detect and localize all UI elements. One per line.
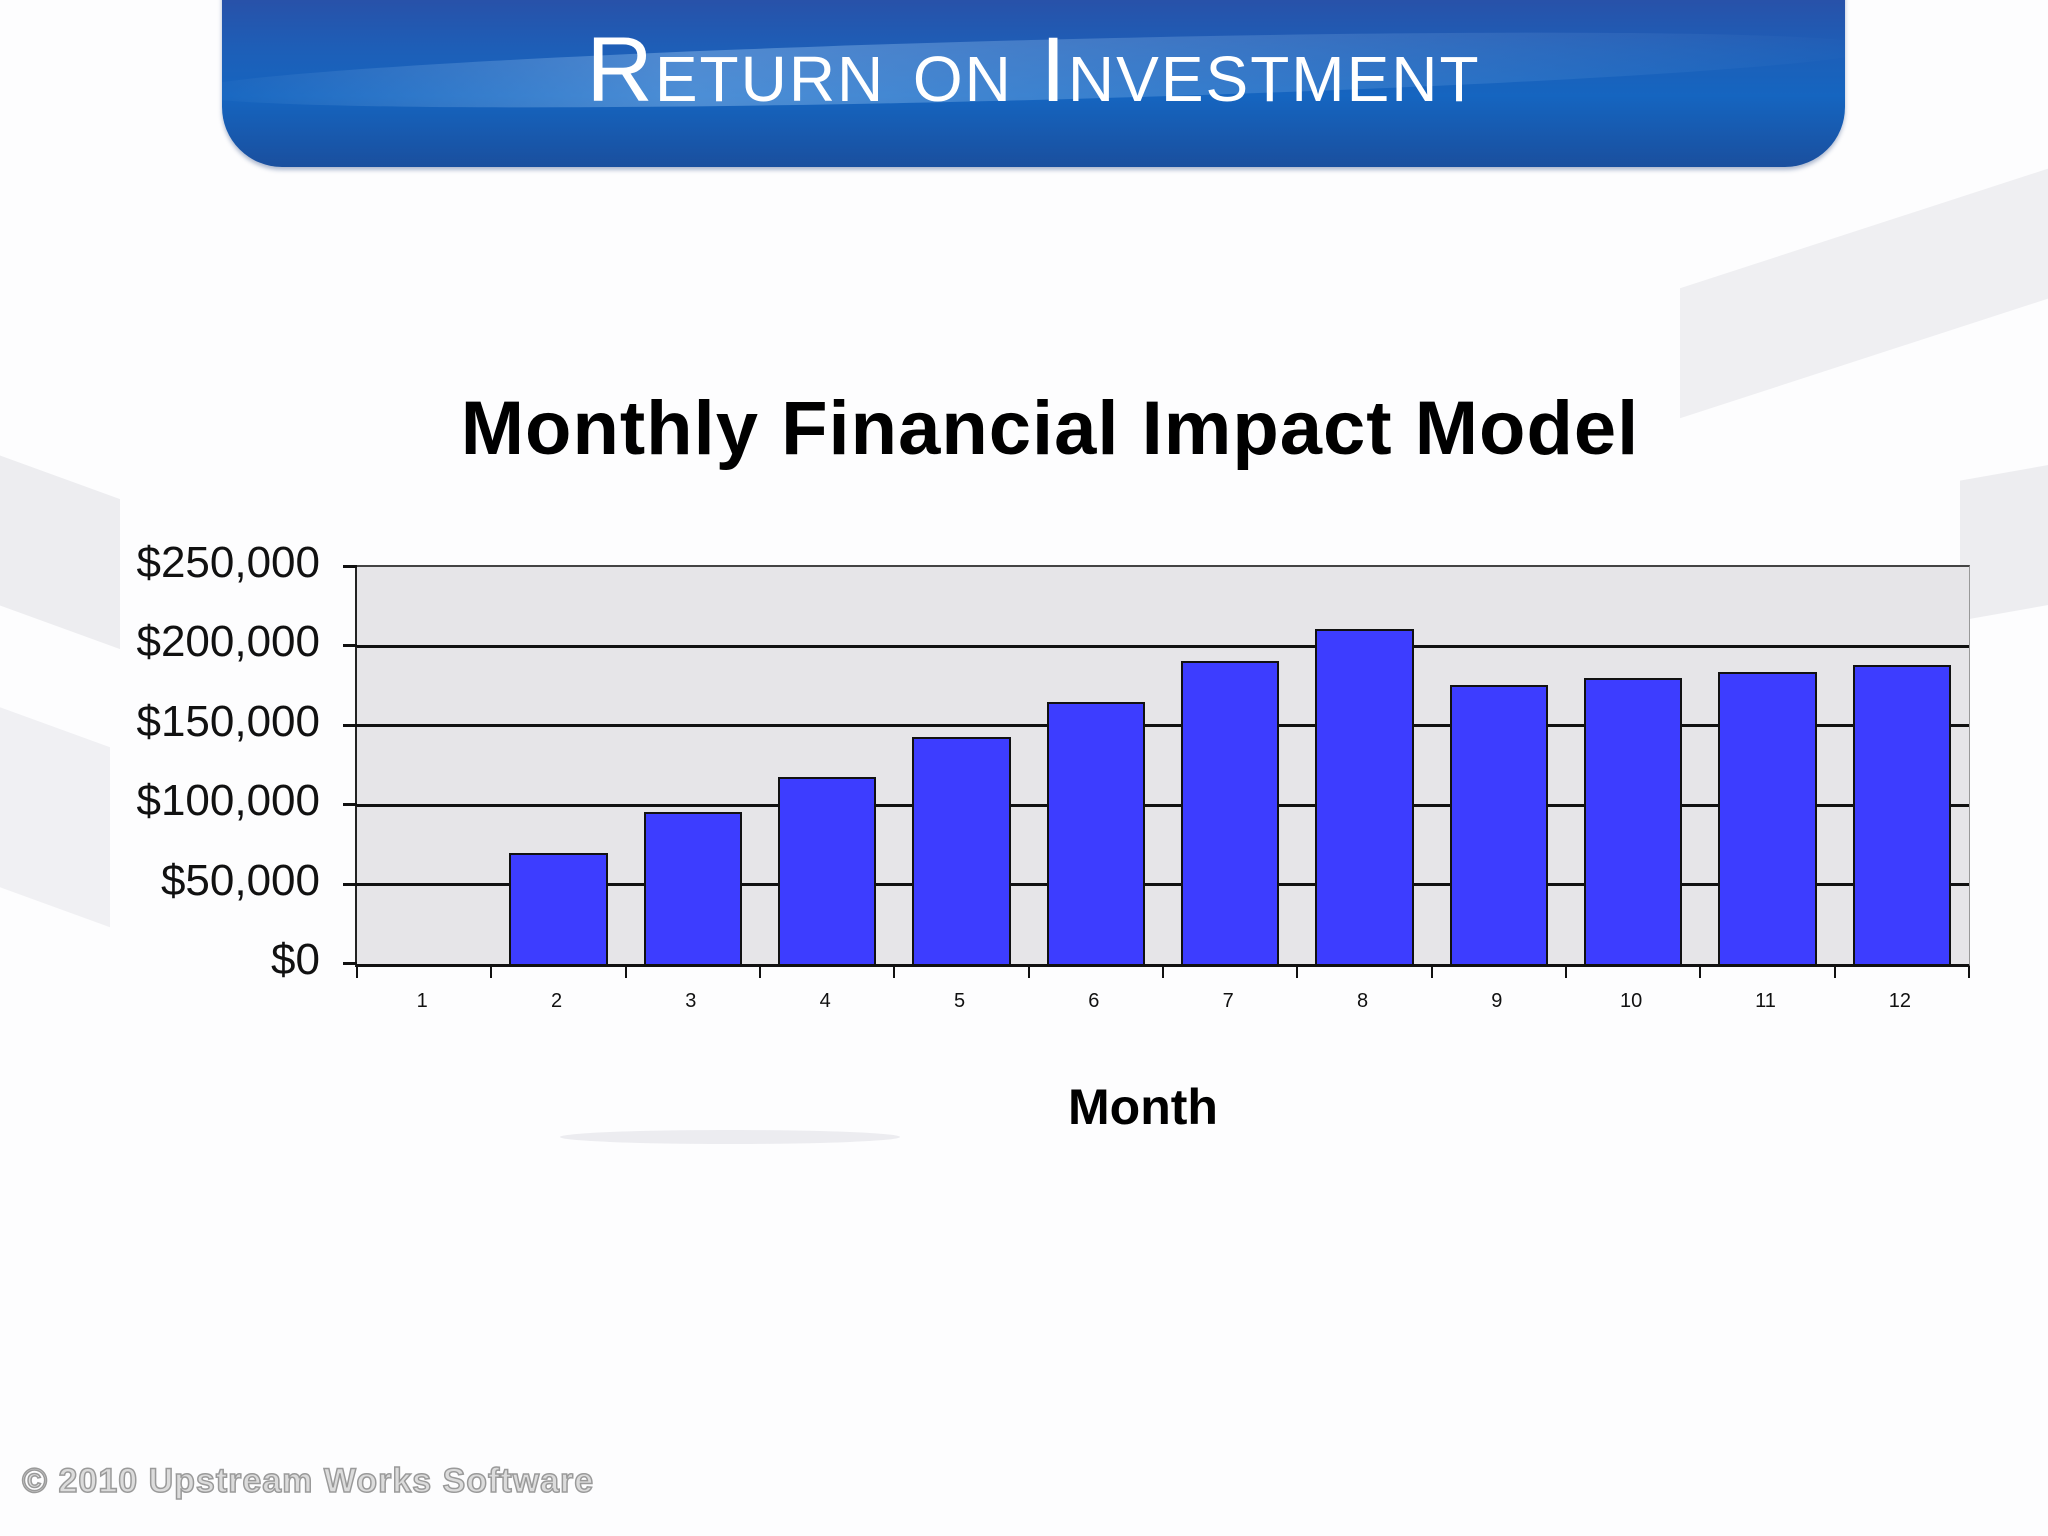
title-banner: Return on Investment <box>222 0 1845 167</box>
bar-month-2 <box>509 852 608 964</box>
bar-month-4 <box>778 776 877 964</box>
gridline <box>357 644 1969 648</box>
y-tick-label: $100,000 <box>136 776 320 826</box>
slide-title: Return on Investment <box>586 19 1481 121</box>
bar-month-10 <box>1584 678 1683 964</box>
x-tick <box>1162 966 1164 978</box>
bar-month-3 <box>643 811 742 964</box>
bar-month-5 <box>912 736 1011 964</box>
bar-month-9 <box>1449 684 1548 964</box>
bar-month-6 <box>1046 701 1145 964</box>
x-tick-label: 1 <box>416 990 428 1012</box>
x-tick-label: 9 <box>1491 990 1503 1012</box>
x-tick-label: 12 <box>1888 990 1911 1012</box>
x-tick <box>490 966 493 978</box>
y-tick <box>343 882 357 886</box>
x-tick <box>893 966 896 978</box>
x-axis-title: Month <box>1068 1079 1218 1135</box>
x-tick <box>759 966 761 978</box>
chart-title: Monthly Financial Impact Model <box>460 386 1640 471</box>
x-tick-label: 8 <box>1356 990 1369 1012</box>
y-tick-label: $50,000 <box>160 855 320 905</box>
x-tick <box>1027 966 1030 978</box>
plot-area <box>343 565 1970 978</box>
bar-month-11 <box>1718 671 1817 964</box>
bar-month-7 <box>1181 660 1280 964</box>
x-tick <box>1699 966 1702 978</box>
background-swoosh <box>1960 459 2048 621</box>
x-tick <box>624 966 627 978</box>
x-tick <box>356 966 358 978</box>
y-tick-label: $150,000 <box>136 696 320 746</box>
y-tick <box>343 565 357 568</box>
x-tick <box>1296 966 1299 978</box>
x-tick-label: 10 <box>1620 990 1643 1012</box>
x-tick-label: 5 <box>953 990 966 1012</box>
y-tick <box>343 803 357 807</box>
bar-month-12 <box>1852 665 1951 964</box>
x-tick-label: 4 <box>819 990 831 1012</box>
y-tick-label: $0 <box>271 935 320 984</box>
y-tick <box>343 723 357 727</box>
y-tick <box>343 962 357 965</box>
x-tick-label: 7 <box>1222 990 1234 1012</box>
x-tick-label: 6 <box>1088 990 1100 1012</box>
gridline <box>357 883 1969 887</box>
x-tick <box>1833 966 1836 978</box>
x-tick <box>1430 966 1433 978</box>
gridline <box>357 724 1969 728</box>
y-tick-label: $250,000 <box>136 538 320 587</box>
x-tick <box>1565 966 1567 978</box>
bar-month-8 <box>1315 628 1414 964</box>
y-tick <box>343 644 357 648</box>
background-swoosh <box>1680 151 2048 419</box>
y-tick-label: $200,000 <box>136 617 320 667</box>
x-tick <box>1968 966 1970 978</box>
background-swoosh <box>560 1130 900 1144</box>
copyright-footer: © 2010 Upstream Works Software <box>21 1461 595 1501</box>
gridline <box>357 803 1969 807</box>
x-tick-label: 11 <box>1755 990 1776 1012</box>
x-tick-label: 3 <box>685 990 697 1012</box>
background-swoosh <box>0 692 110 928</box>
x-tick-label: 2 <box>550 990 563 1012</box>
